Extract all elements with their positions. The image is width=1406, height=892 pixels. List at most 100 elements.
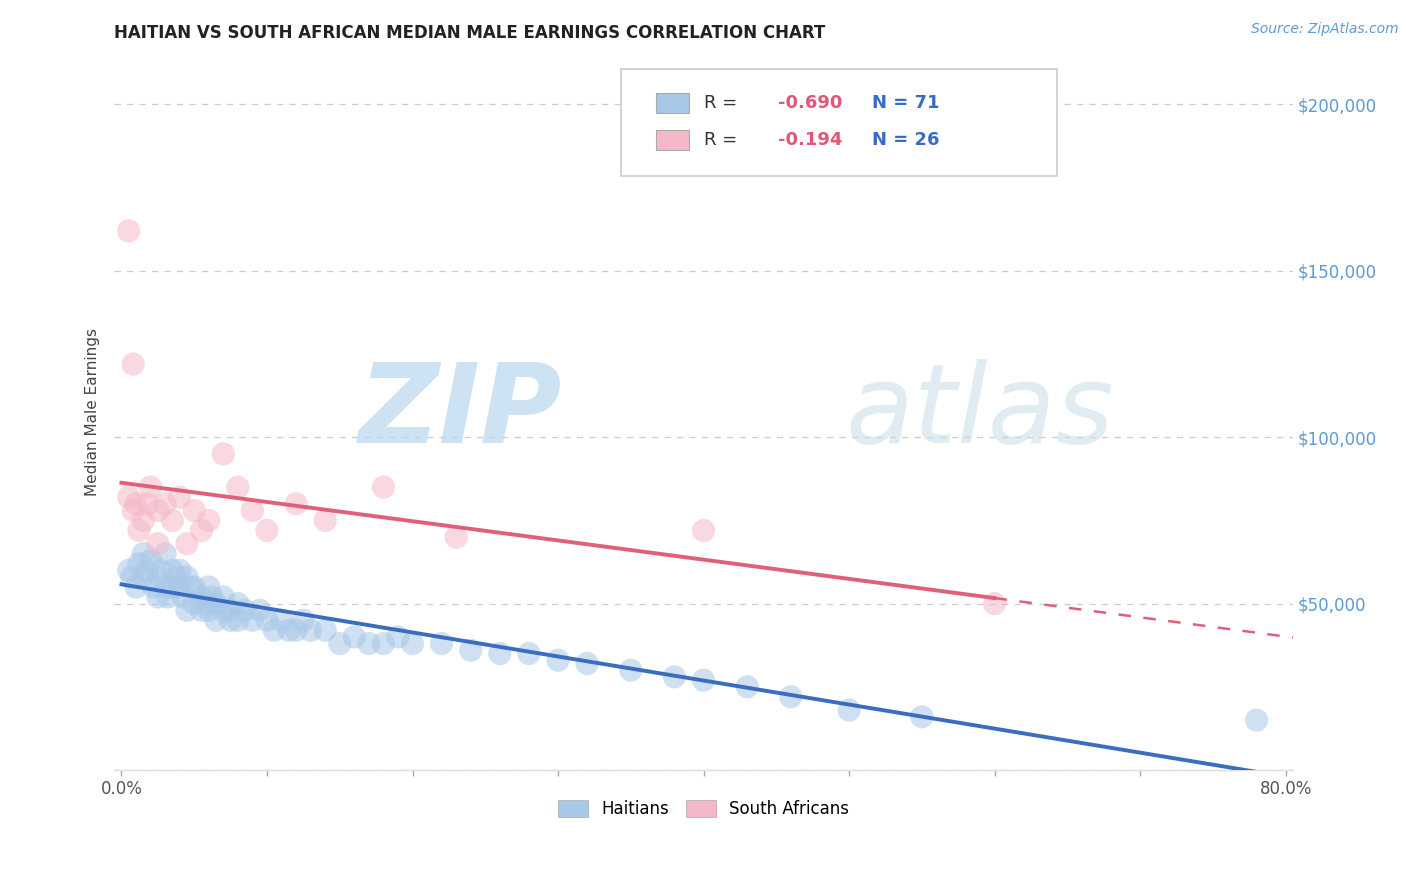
Point	[197, 580, 219, 594]
Text: ZIP: ZIP	[359, 359, 562, 466]
Point	[201, 590, 224, 604]
Point	[118, 490, 141, 504]
Point	[128, 557, 150, 571]
FancyBboxPatch shape	[657, 93, 689, 112]
Point	[172, 590, 194, 604]
Point	[517, 647, 540, 661]
Point	[285, 497, 308, 511]
Point	[183, 597, 205, 611]
Point	[270, 613, 292, 627]
Point	[373, 480, 395, 494]
Text: N = 26: N = 26	[872, 131, 939, 150]
Point	[121, 570, 143, 584]
Point	[314, 624, 336, 638]
Point	[692, 524, 714, 538]
Point	[132, 570, 155, 584]
Point	[911, 710, 934, 724]
Text: R =: R =	[703, 94, 742, 112]
Point	[576, 657, 599, 671]
Point	[314, 513, 336, 527]
Point	[212, 447, 235, 461]
Text: atlas: atlas	[845, 359, 1114, 466]
Text: Source: ZipAtlas.com: Source: ZipAtlas.com	[1251, 22, 1399, 37]
Point	[190, 603, 212, 617]
Point	[444, 530, 467, 544]
Point	[664, 670, 686, 684]
Point	[430, 636, 453, 650]
Point	[263, 624, 285, 638]
Point	[132, 547, 155, 561]
Point	[357, 636, 380, 650]
Point	[197, 603, 219, 617]
Point	[153, 580, 176, 594]
Point	[401, 636, 423, 650]
Point	[343, 630, 366, 644]
Point	[387, 630, 409, 644]
Text: R =: R =	[703, 131, 742, 150]
Text: -0.194: -0.194	[778, 131, 842, 150]
Point	[142, 580, 165, 594]
Point	[205, 597, 228, 611]
Point	[620, 663, 643, 677]
Point	[299, 624, 322, 638]
Point	[219, 613, 242, 627]
Point	[692, 673, 714, 688]
Point	[780, 690, 803, 704]
Point	[197, 513, 219, 527]
Point	[162, 563, 184, 577]
Point	[132, 513, 155, 527]
Point	[139, 553, 162, 567]
Point	[460, 643, 482, 657]
Text: -0.690: -0.690	[778, 94, 842, 112]
Point	[183, 503, 205, 517]
Point	[146, 570, 169, 584]
Point	[194, 597, 217, 611]
Point	[242, 613, 264, 627]
Point	[157, 590, 180, 604]
Point	[122, 503, 145, 517]
Point	[169, 490, 191, 504]
Point	[146, 537, 169, 551]
Point	[118, 563, 141, 577]
Point	[180, 580, 202, 594]
Point	[233, 603, 256, 617]
Point	[169, 563, 191, 577]
Text: N = 71: N = 71	[872, 94, 939, 112]
Point	[146, 503, 169, 517]
Point	[219, 603, 242, 617]
Point	[162, 580, 184, 594]
Point	[162, 513, 184, 527]
Point	[190, 590, 212, 604]
Point	[122, 357, 145, 371]
Point	[226, 597, 249, 611]
Point	[183, 580, 205, 594]
Point	[838, 703, 860, 717]
Point	[242, 503, 264, 517]
Point	[547, 653, 569, 667]
Point	[226, 613, 249, 627]
Point	[176, 570, 198, 584]
Point	[212, 603, 235, 617]
Point	[125, 580, 148, 594]
Point	[190, 524, 212, 538]
Point	[1246, 713, 1268, 727]
Point	[205, 613, 228, 627]
Point	[256, 524, 278, 538]
Point	[146, 590, 169, 604]
Point	[176, 603, 198, 617]
Point	[983, 597, 1005, 611]
Point	[373, 636, 395, 650]
Point	[139, 480, 162, 494]
Point	[249, 603, 271, 617]
Y-axis label: Median Male Earnings: Median Male Earnings	[86, 328, 100, 496]
Point	[136, 497, 159, 511]
FancyBboxPatch shape	[621, 69, 1057, 177]
Point	[118, 224, 141, 238]
Point	[735, 680, 758, 694]
Point	[329, 636, 352, 650]
Legend: Haitians, South Africans: Haitians, South Africans	[550, 791, 858, 826]
Point	[176, 537, 198, 551]
Point	[277, 624, 299, 638]
Point	[256, 613, 278, 627]
Point	[166, 570, 188, 584]
